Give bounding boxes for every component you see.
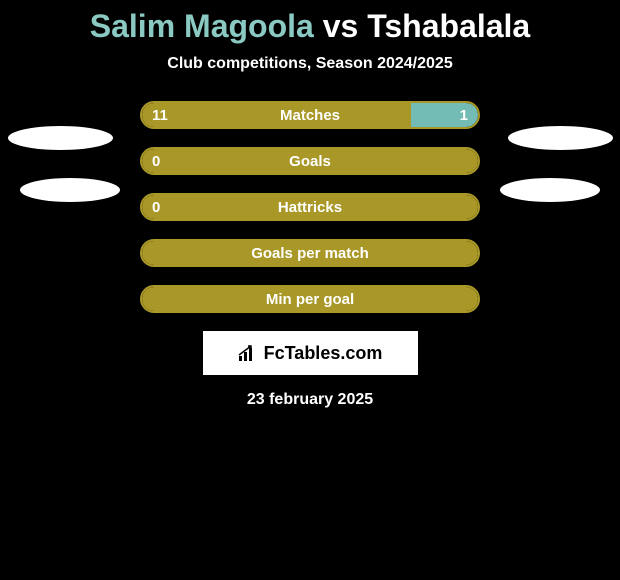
- stat-label: Hattricks: [142, 195, 478, 219]
- vs-text: vs: [314, 8, 367, 44]
- stat-row: Min per goal: [140, 285, 480, 313]
- brand-logo: FcTables.com: [238, 343, 383, 364]
- stat-label: Goals per match: [142, 241, 478, 265]
- decorative-ellipse: [508, 126, 613, 150]
- chart-icon: [238, 344, 260, 362]
- decorative-ellipse: [500, 178, 600, 202]
- decorative-ellipse: [20, 178, 120, 202]
- stat-row: Goals per match: [140, 239, 480, 267]
- stat-label: Matches: [142, 103, 478, 127]
- brand-logo-box: FcTables.com: [203, 331, 418, 375]
- player1-name: Salim Magoola: [90, 8, 314, 44]
- stat-row: Hattricks0: [140, 193, 480, 221]
- stat-value-right: 1: [460, 103, 468, 127]
- stat-row: Goals0: [140, 147, 480, 175]
- decorative-ellipse: [8, 126, 113, 150]
- subtitle: Club competitions, Season 2024/2025: [0, 55, 620, 73]
- player2-name: Tshabalala: [367, 8, 530, 44]
- page-title: Salim Magoola vs Tshabalala: [0, 0, 620, 45]
- brand-text: FcTables.com: [264, 343, 383, 364]
- stat-row: Matches111: [140, 101, 480, 129]
- date-text: 23 february 2025: [0, 391, 620, 409]
- stat-label: Goals: [142, 149, 478, 173]
- stat-value-left: 0: [152, 149, 160, 173]
- stat-value-left: 11: [152, 103, 168, 127]
- stat-label: Min per goal: [142, 287, 478, 311]
- stat-value-left: 0: [152, 195, 160, 219]
